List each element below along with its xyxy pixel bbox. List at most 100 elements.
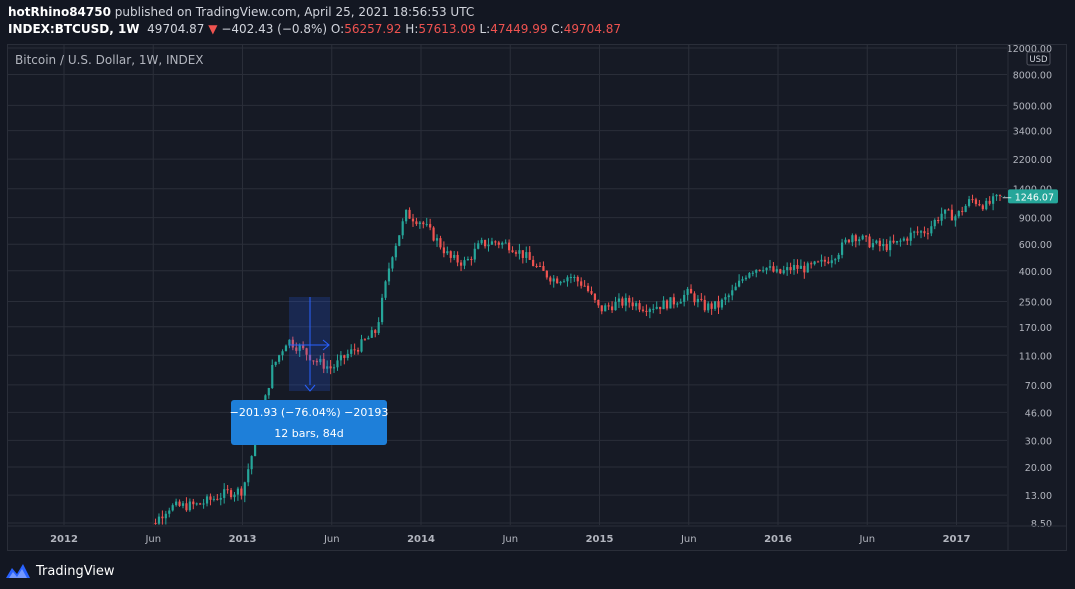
candle-body — [326, 366, 329, 369]
candle-body — [865, 235, 868, 237]
last-price-badge — [1008, 189, 1058, 204]
price-tick-label: 110.00 — [1019, 351, 1052, 362]
candle-body — [847, 239, 851, 243]
candle-body — [545, 270, 548, 278]
candle-body — [429, 224, 432, 228]
candle-body — [799, 265, 802, 269]
candle-body — [638, 303, 641, 310]
candle-body — [195, 503, 198, 505]
candle-body — [583, 285, 586, 287]
candle-body — [291, 339, 294, 348]
candle-body — [813, 261, 816, 265]
candle-body — [686, 288, 689, 295]
price-range-tool: −201.93 (−76.04%) −20193 12 bars, 84d — [230, 297, 388, 445]
candle-body — [339, 355, 343, 361]
candle-body — [274, 361, 277, 365]
price-tick-label: 12000.00 — [1007, 44, 1052, 55]
time-tick-label: 2017 — [943, 534, 971, 545]
candle-body — [580, 281, 583, 286]
ohlc-line: INDEX:BTCUSD, 1W 49704.87 ▼ −402.43 (−0.… — [8, 21, 1067, 38]
candle-body — [508, 242, 511, 251]
candle-body — [731, 290, 734, 296]
price-tick-label: 8.50 — [1031, 519, 1052, 530]
candle-body — [985, 200, 988, 210]
candle-body — [652, 308, 655, 310]
candle-body — [768, 266, 772, 268]
candle-body — [549, 277, 552, 282]
candle-body — [473, 248, 476, 260]
tradingview-logo-icon — [6, 564, 30, 578]
price-tick-label: 20.00 — [1025, 463, 1052, 474]
candle-body — [954, 216, 957, 221]
candle-body — [614, 301, 617, 311]
candle-body — [350, 349, 353, 354]
candle-body — [906, 238, 909, 241]
candle-body — [957, 210, 960, 217]
candle-body — [995, 194, 998, 197]
candle-body — [302, 345, 305, 349]
candle-body — [446, 251, 449, 254]
candle-body — [497, 242, 500, 245]
candle-body — [209, 496, 212, 500]
candle-body — [655, 306, 658, 309]
candle-body — [727, 295, 730, 298]
candle-body — [840, 242, 844, 255]
candle-body — [542, 266, 545, 271]
candle-body — [480, 239, 483, 244]
candle-body — [593, 293, 597, 300]
candle-body — [435, 238, 439, 241]
price-tick-label: 250.00 — [1019, 298, 1052, 309]
candle-body — [943, 209, 947, 214]
last-price-label: — 1246.07 — [1002, 192, 1054, 203]
time-tick-label: Jun — [501, 534, 518, 545]
candle-body — [792, 264, 796, 271]
candle-body — [408, 209, 411, 219]
candle-body — [356, 350, 360, 352]
candle-body — [405, 209, 408, 222]
candle-body — [422, 222, 425, 225]
candle-body — [477, 243, 480, 249]
candle-body — [713, 301, 717, 309]
candle-body — [665, 300, 669, 309]
candle-body — [834, 259, 837, 261]
candle-body — [992, 196, 995, 204]
candle-body — [370, 330, 373, 338]
price-axis: 12000.008000.005000.003400.002200.001400… — [1001, 44, 1058, 550]
candle-body — [439, 238, 442, 248]
candle-body — [236, 488, 240, 495]
candle-body — [648, 309, 651, 312]
open-value: 56257.92 — [344, 22, 402, 36]
candle-body — [569, 277, 572, 279]
candle-body — [175, 501, 178, 506]
high-value: 57613.09 — [418, 22, 476, 36]
tradingview-branding[interactable]: TradingView — [6, 561, 115, 581]
candle-body — [535, 266, 538, 268]
candle-body — [676, 303, 679, 305]
candle-body — [284, 345, 288, 352]
candle-body — [353, 349, 356, 351]
candle-body — [978, 204, 981, 206]
candle-body — [216, 498, 219, 500]
candle-body — [919, 231, 923, 233]
time-tick-label: 2015 — [586, 534, 614, 545]
candle-body — [610, 306, 614, 311]
candle-body — [562, 281, 566, 283]
candle-body — [971, 199, 974, 201]
candle-body — [223, 489, 226, 498]
candle-body — [933, 220, 936, 227]
candle-body — [552, 278, 555, 282]
candle-body — [518, 250, 521, 254]
candle-body — [494, 241, 497, 243]
candle-body — [772, 266, 775, 272]
candle-body — [586, 285, 590, 292]
author-name[interactable]: hotRhino84750 — [8, 5, 111, 19]
time-tick-label: 2013 — [229, 534, 257, 545]
candle-body — [164, 513, 167, 519]
candle-body — [988, 200, 991, 204]
candle-body — [600, 305, 603, 312]
candle-body — [882, 243, 885, 247]
candle-body — [981, 205, 984, 210]
close-value: 49704.87 — [563, 22, 621, 36]
chart-header: hotRhino84750 published on TradingView.c… — [8, 4, 1067, 38]
